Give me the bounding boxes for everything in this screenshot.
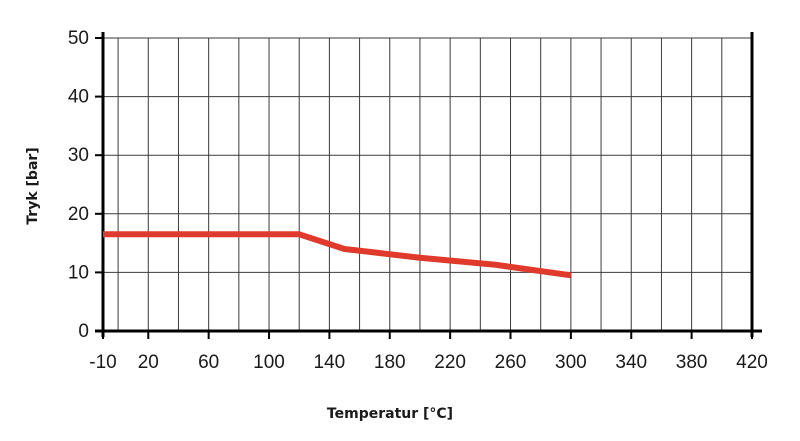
x-tick-label: 180 <box>374 352 406 373</box>
y-tick-label: 40 <box>68 87 89 108</box>
x-tick-label: 420 <box>736 352 768 373</box>
y-tick-label: 10 <box>68 262 89 283</box>
y-tick-label: 20 <box>68 204 89 225</box>
x-tick-label: 140 <box>314 352 346 373</box>
x-tick-label: 380 <box>676 352 708 373</box>
x-tick-label: -10 <box>89 352 116 373</box>
series-line <box>103 231 572 279</box>
series-lines <box>103 231 572 279</box>
y-tick-label: 30 <box>68 145 89 166</box>
y-tick-labels: 0 10 20 30 40 50 <box>68 28 89 342</box>
y-axis-title: Tryk [bar] <box>25 147 41 224</box>
x-tick-label: 220 <box>434 352 466 373</box>
x-tick-label: 20 <box>138 352 159 373</box>
x-tick-label: 260 <box>495 352 527 373</box>
grid-lines <box>103 37 752 331</box>
y-tick-label: 50 <box>68 28 89 49</box>
x-tick-labels: -10 20 60 100 140 180 220 260 300 340 380 420 <box>89 352 768 373</box>
x-axis-title: Temperatur [°C] <box>327 406 453 422</box>
x-tick-label: 60 <box>198 352 219 373</box>
x-tick-label: 340 <box>615 352 647 373</box>
y-tick-label: 0 <box>78 321 89 342</box>
x-tick-label: 100 <box>253 352 285 373</box>
axes <box>95 32 762 339</box>
x-tick-label: 300 <box>555 352 587 373</box>
